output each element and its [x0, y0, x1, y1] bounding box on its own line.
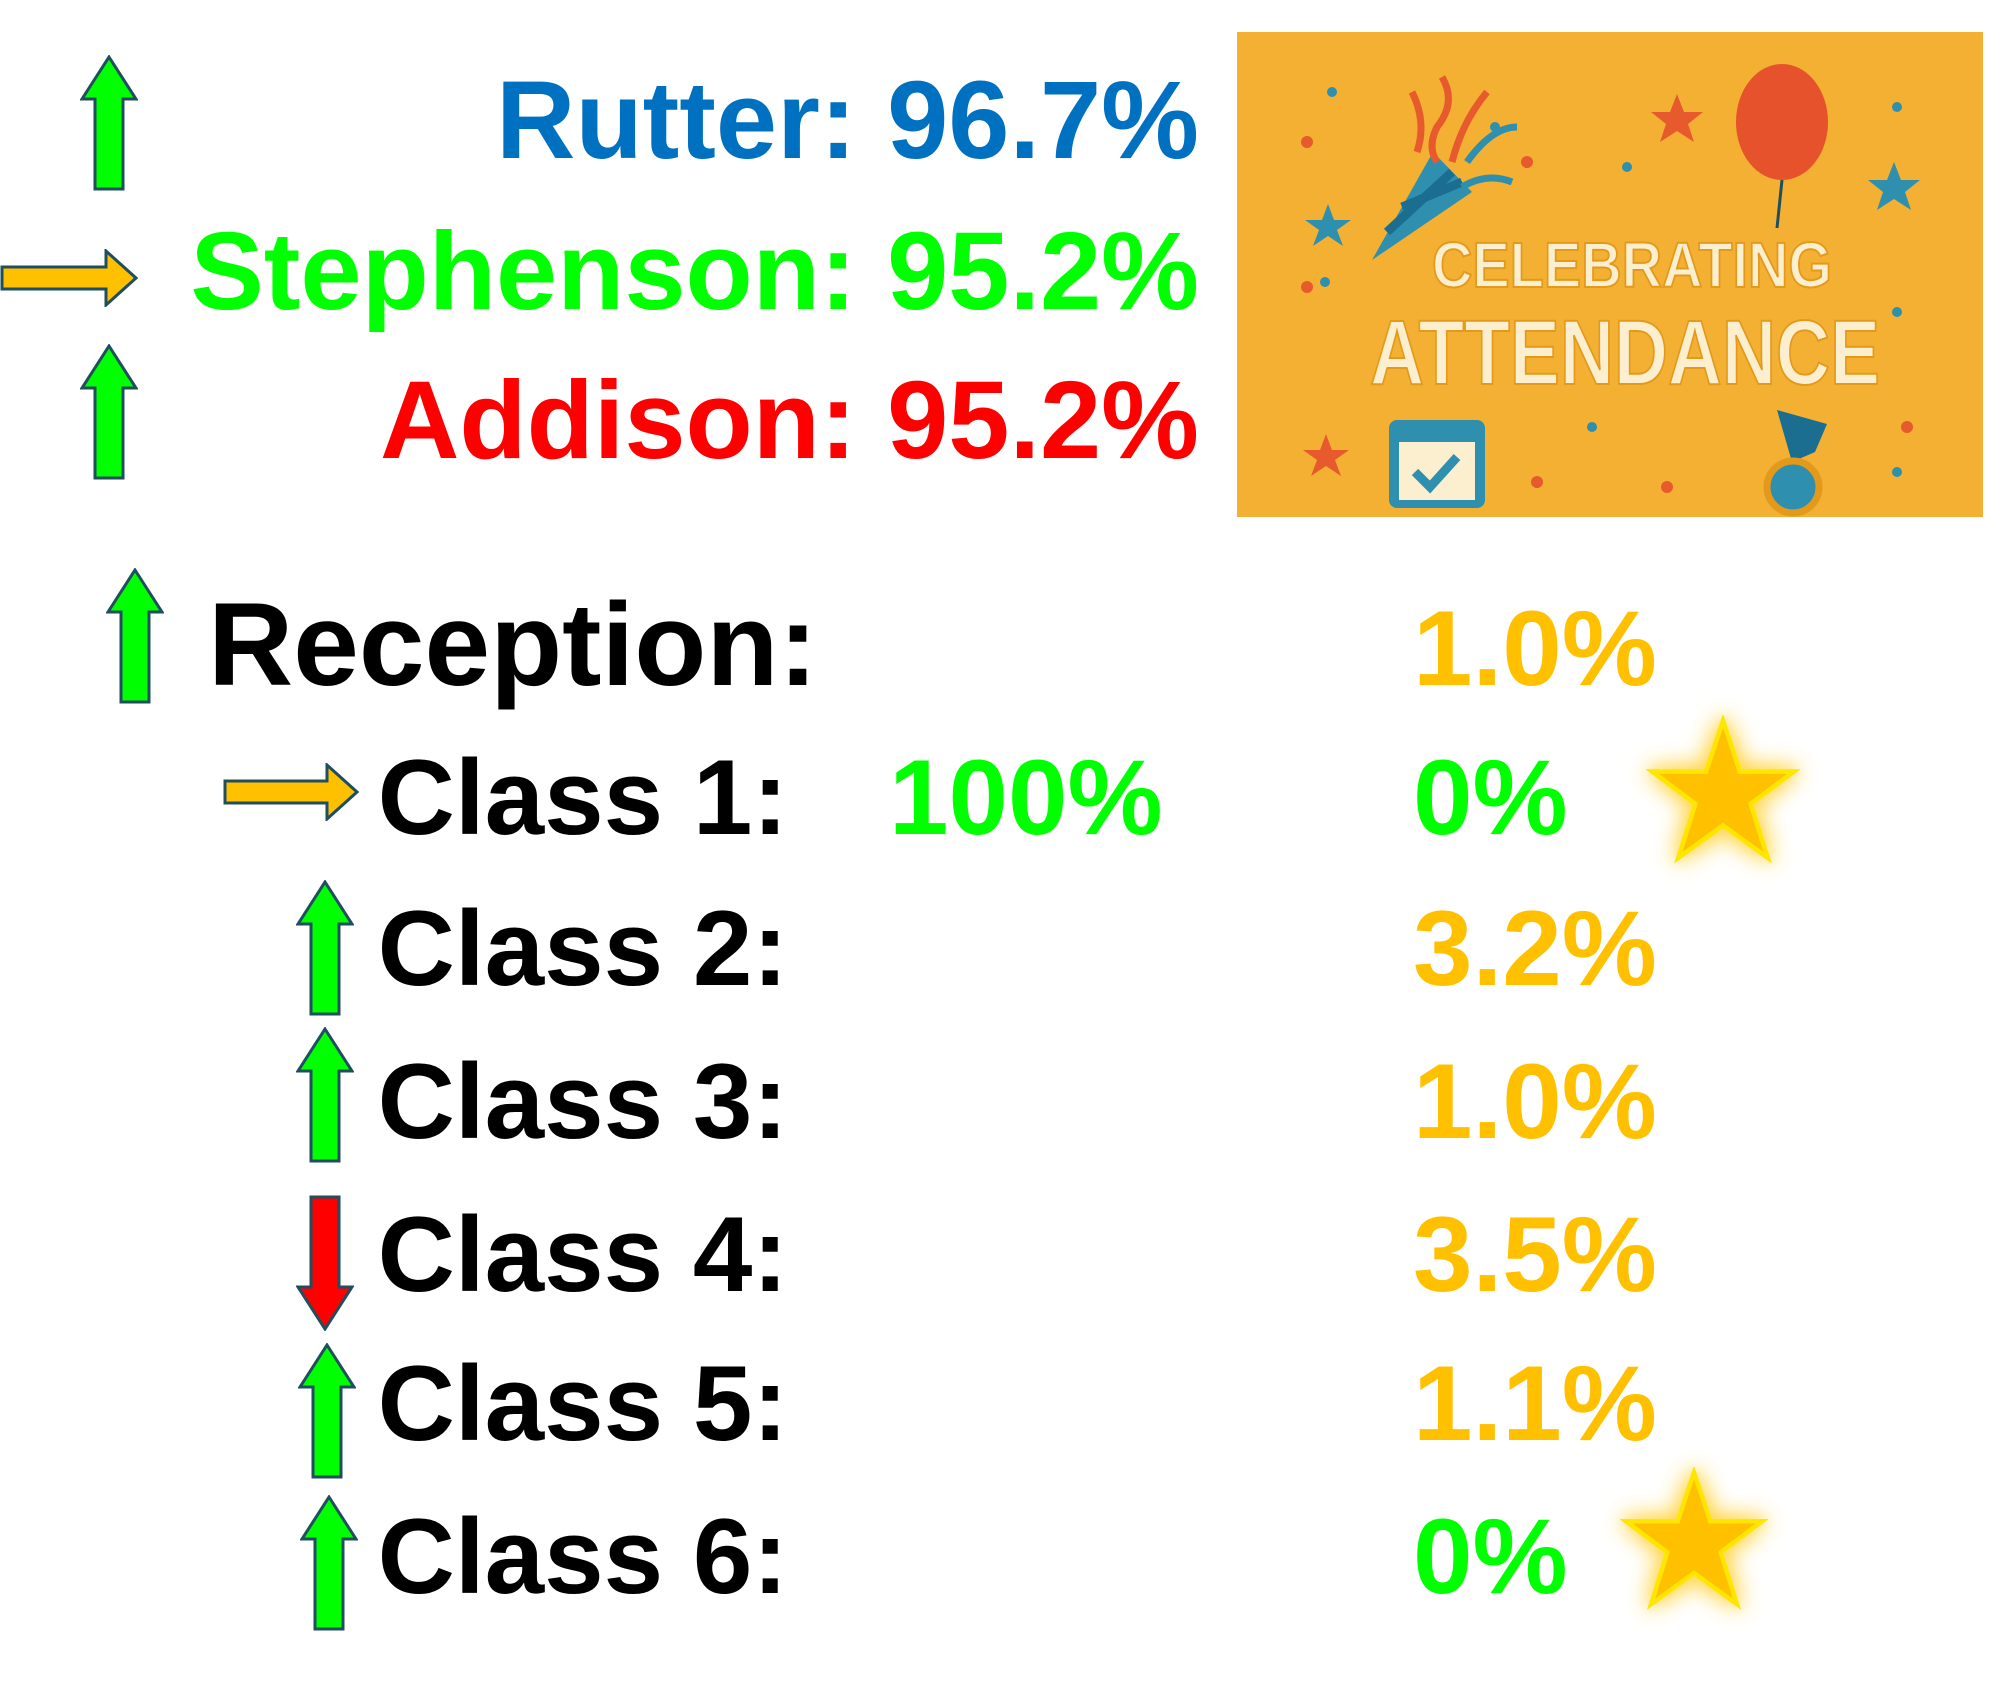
star-icon: [1620, 1467, 1768, 1610]
calendar-check-icon: [1389, 420, 1485, 508]
house-rutter: Rutter: 96.7%: [496, 59, 1199, 182]
class-2-value: 3.2%: [1413, 888, 1657, 1008]
reception-value: 1.0%: [1413, 588, 1657, 708]
banner-line1: CELEBRATING: [1432, 229, 1832, 301]
house-stephenson: Stephenson: 95.2%: [190, 210, 1199, 333]
house-addison: Addison: 95.2%: [379, 359, 1199, 482]
class-4-value: 3.5%: [1413, 1194, 1657, 1314]
down-arrow-icon: [296, 1195, 354, 1331]
class-3-value: 1.0%: [1413, 1041, 1657, 1161]
star-icon: [1646, 715, 1800, 864]
confetti: [1320, 87, 1902, 477]
party-popper-icon: [1372, 75, 1518, 260]
banner-line2: ATTENDANCE: [1370, 302, 1880, 404]
class-1-label: Class 1:: [377, 737, 788, 857]
class-5-value: 1.1%: [1413, 1343, 1657, 1463]
up-arrow-icon: [298, 1343, 356, 1479]
class-2-label: Class 2:: [377, 888, 788, 1008]
class-1-attendance: 100%: [889, 737, 1163, 857]
star-decorations: [1303, 94, 1920, 476]
right-arrow-icon: [0, 249, 138, 307]
class-3-label: Class 3:: [377, 1041, 788, 1161]
up-arrow-icon: [296, 880, 354, 1016]
right-arrow-icon: [223, 763, 359, 821]
class-6-value: 0%: [1413, 1496, 1568, 1616]
medal-icon: [1763, 410, 1827, 517]
up-arrow-icon: [106, 568, 164, 704]
balloon-icon: [1736, 64, 1828, 229]
up-arrow-icon: [296, 1027, 354, 1163]
celebrating-attendance-banner: CELEBRATING ATTENDANCE: [1237, 32, 1983, 517]
up-arrow-icon: [80, 344, 138, 480]
class-1-value: 0%: [1413, 737, 1568, 857]
up-arrow-icon: [80, 55, 138, 191]
class-6-label: Class 6:: [377, 1496, 788, 1616]
class-4-label: Class 4:: [377, 1194, 788, 1314]
reception-label: Reception:: [208, 579, 818, 711]
up-arrow-icon: [300, 1495, 358, 1631]
class-5-label: Class 5:: [377, 1343, 788, 1463]
